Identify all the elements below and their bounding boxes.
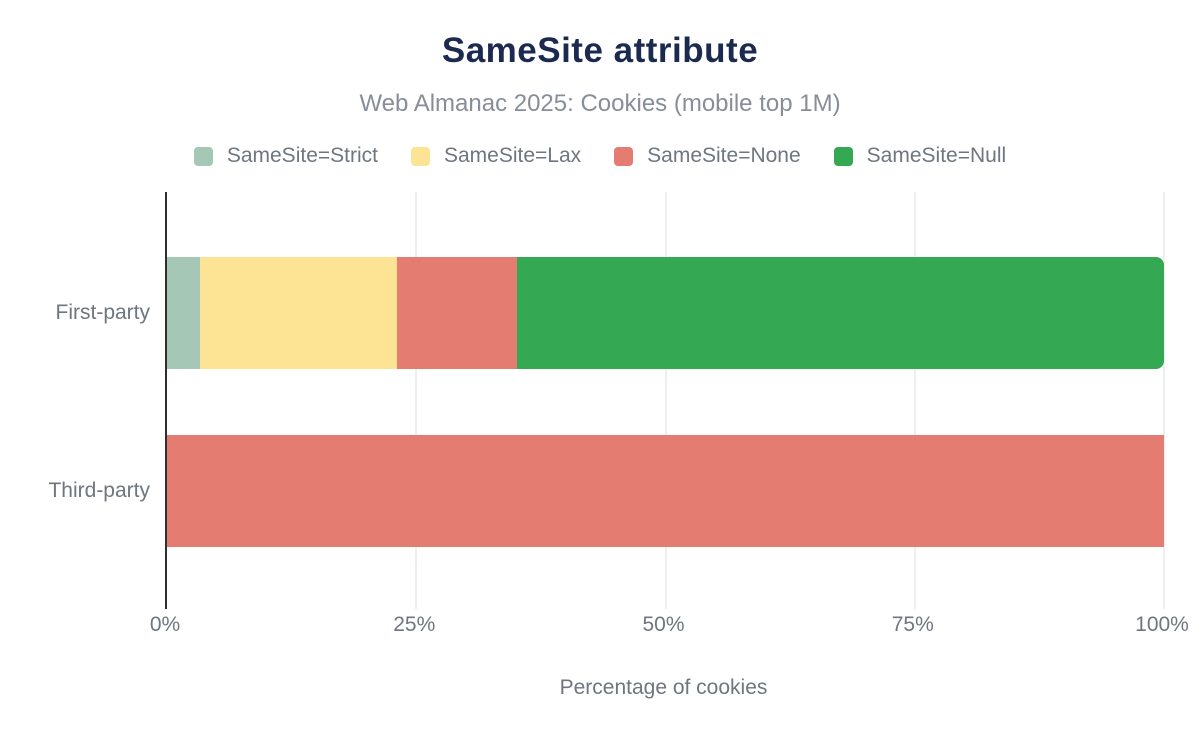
x-tick-label: 100% xyxy=(1135,613,1189,636)
legend-item[interactable]: SameSite=Strict xyxy=(193,144,378,168)
gridline xyxy=(913,192,916,609)
bar-segment xyxy=(199,257,398,369)
category-label: Third-party xyxy=(48,479,150,502)
legend-label: SameSite=Null xyxy=(866,144,1007,167)
x-tick-label: 50% xyxy=(642,613,685,636)
gridline xyxy=(664,192,667,609)
legend-label: SameSite=Strict xyxy=(226,144,378,167)
bar-segment xyxy=(167,435,1164,547)
x-tick-label: 75% xyxy=(891,613,934,636)
legend-item[interactable]: SameSite=Null xyxy=(833,144,1007,168)
legend-swatch-icon xyxy=(614,146,634,166)
chart-title: SameSite attribute xyxy=(441,31,759,70)
x-axis-ticks: 0% 25% 50% 75% 100% xyxy=(150,613,1189,639)
bar-row xyxy=(167,257,1164,369)
legend-item[interactable]: SameSite=Lax xyxy=(410,144,582,168)
legend-item[interactable]: SameSite=None xyxy=(614,144,801,168)
x-tick-label: 25% xyxy=(393,613,436,636)
legend-swatch-icon xyxy=(193,146,213,166)
legend-label: SameSite=None xyxy=(647,144,801,167)
x-tick-label: 0% xyxy=(149,613,181,636)
legend: SameSite=Strict SameSite=Lax SameSite=None… xyxy=(0,144,1200,168)
bar-segment xyxy=(167,257,200,369)
legend-label: SameSite=Lax xyxy=(443,144,582,167)
bar-row xyxy=(167,435,1164,547)
category-label: First-party xyxy=(55,301,151,324)
bar-segment xyxy=(516,257,1164,369)
chart-subtitle: Web Almanac 2025: Cookies (mobile top 1M… xyxy=(359,90,841,117)
legend-swatch-icon xyxy=(833,146,853,166)
legend-swatch-icon xyxy=(410,146,430,166)
gridline xyxy=(1163,192,1165,609)
plot-area xyxy=(165,192,1165,609)
x-axis-title: Percentage of cookies xyxy=(559,676,768,699)
bar-segment xyxy=(397,257,517,369)
gridline xyxy=(415,192,418,609)
